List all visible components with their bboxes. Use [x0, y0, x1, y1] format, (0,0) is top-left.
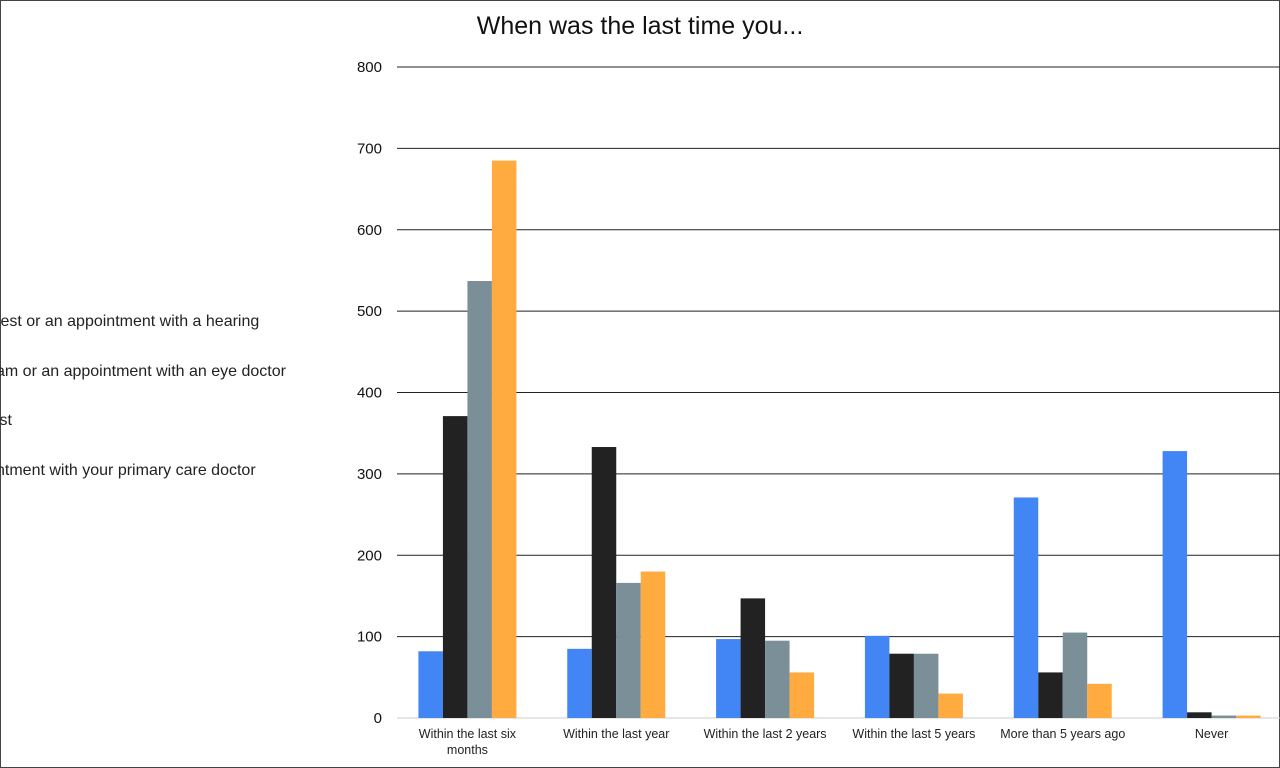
- bar: [864, 635, 890, 718]
- y-tick-label: 600: [357, 222, 382, 239]
- x-tick-label: Within the last six months: [419, 727, 517, 757]
- y-tick-label: 400: [357, 385, 382, 402]
- bar: [567, 648, 592, 718]
- legend-item-4: ntment with your primary care doctor: [0, 461, 256, 479]
- y-tick-label: 200: [357, 547, 382, 564]
- x-tick-label: Within the last 2 years: [704, 727, 827, 741]
- bar: [938, 693, 963, 718]
- bar: [491, 160, 517, 719]
- y-tick-label: 300: [357, 466, 382, 483]
- bar: [418, 651, 443, 718]
- bar: [1187, 712, 1212, 718]
- y-tick-label: 0: [374, 710, 382, 727]
- x-tick-label: More than 5 years ago: [1000, 727, 1125, 741]
- x-tick-label: Never: [1195, 727, 1228, 741]
- y-tick-label: 700: [357, 140, 382, 157]
- bar: [591, 447, 617, 718]
- bar: [1162, 451, 1188, 718]
- bar: [913, 653, 939, 718]
- y-tick-label: 500: [357, 303, 382, 320]
- bar: [640, 571, 666, 718]
- chart-title: When was the last time you...: [476, 12, 804, 40]
- bar: [765, 640, 790, 718]
- bar: [789, 672, 815, 718]
- y-tick-label: 100: [357, 629, 382, 646]
- bar: [467, 281, 492, 718]
- bar: [1062, 632, 1088, 718]
- x-tick-label: Within the last year: [563, 727, 669, 741]
- bar: [716, 639, 741, 718]
- bar: [1038, 672, 1063, 718]
- y-tick-label: 800: [357, 59, 382, 76]
- bar: [1087, 683, 1112, 718]
- legend-item-3: ist: [0, 412, 12, 429]
- x-tick-label: Within the last 5 years: [852, 727, 975, 741]
- bar: [616, 582, 641, 718]
- bar: [442, 416, 468, 718]
- bar: [889, 653, 914, 718]
- bar: [1211, 715, 1237, 718]
- legend-item-1: test or an appointment with a hearing: [0, 313, 260, 330]
- bar: [1236, 715, 1261, 718]
- legend-item-2: am or an appointment with an eye doctor: [0, 362, 286, 380]
- bar: [1013, 497, 1039, 718]
- legend: test or an appointment with a hearing am…: [0, 310, 286, 508]
- bar: [740, 598, 766, 718]
